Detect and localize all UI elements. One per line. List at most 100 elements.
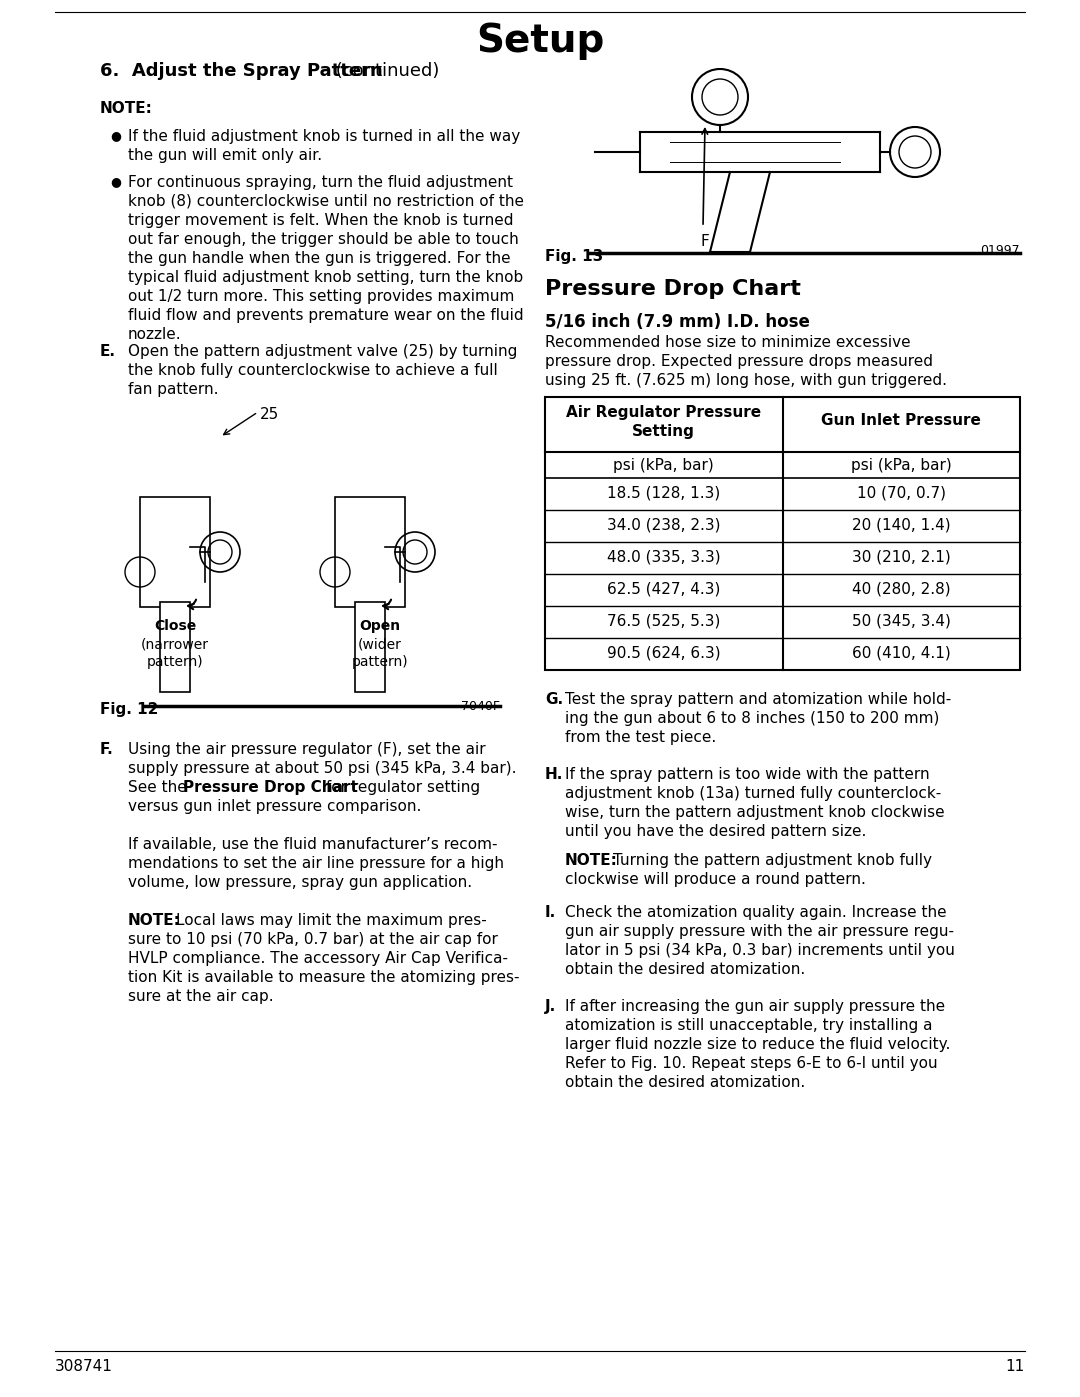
Text: atomization is still unacceptable, try installing a: atomization is still unacceptable, try i…	[565, 1018, 932, 1032]
Text: ●: ●	[110, 129, 121, 142]
Text: using 25 ft. (7.625 m) long hose, with gun triggered.: using 25 ft. (7.625 m) long hose, with g…	[545, 373, 947, 388]
Text: gun air supply pressure with the air pressure regu-: gun air supply pressure with the air pre…	[565, 923, 954, 939]
Text: knob (8) counterclockwise until no restriction of the: knob (8) counterclockwise until no restr…	[129, 194, 524, 210]
Text: 90.5 (624, 6.3): 90.5 (624, 6.3)	[607, 645, 720, 661]
Text: Refer to Fig. 10. Repeat steps 6-E to 6-I until you: Refer to Fig. 10. Repeat steps 6-E to 6-…	[565, 1056, 937, 1071]
Text: NOTE:: NOTE:	[100, 101, 153, 116]
Text: Setting: Setting	[632, 425, 696, 439]
Text: wise, turn the pattern adjustment knob clockwise: wise, turn the pattern adjustment knob c…	[565, 805, 945, 820]
Text: until you have the desired pattern size.: until you have the desired pattern size.	[565, 824, 866, 840]
Text: pressure drop. Expected pressure drops measured: pressure drop. Expected pressure drops m…	[545, 353, 933, 369]
Text: J.: J.	[545, 999, 556, 1014]
Text: fluid flow and prevents premature wear on the fluid: fluid flow and prevents premature wear o…	[129, 307, 524, 323]
Text: NOTE:: NOTE:	[129, 914, 180, 928]
Text: Gun Inlet Pressure: Gun Inlet Pressure	[821, 414, 982, 427]
Text: mendations to set the air line pressure for a high: mendations to set the air line pressure …	[129, 856, 504, 870]
Text: I.: I.	[545, 905, 556, 921]
Text: psi (kPa, bar): psi (kPa, bar)	[613, 458, 714, 474]
Text: For continuous spraying, turn the fluid adjustment: For continuous spraying, turn the fluid …	[129, 175, 513, 190]
Text: 01997: 01997	[981, 244, 1020, 257]
Text: 34.0 (238, 2.3): 34.0 (238, 2.3)	[607, 518, 720, 534]
Text: psi (kPa, bar): psi (kPa, bar)	[851, 458, 951, 474]
Text: 5/16 inch (7.9 mm) I.D. hose: 5/16 inch (7.9 mm) I.D. hose	[545, 313, 810, 331]
Text: larger fluid nozzle size to reduce the fluid velocity.: larger fluid nozzle size to reduce the f…	[565, 1037, 950, 1052]
Text: out 1/2 turn more. This setting provides maximum: out 1/2 turn more. This setting provides…	[129, 289, 514, 305]
Text: NOTE:: NOTE:	[565, 854, 618, 868]
Text: obtain the desired atomization.: obtain the desired atomization.	[565, 1076, 806, 1090]
Text: See the: See the	[129, 780, 191, 795]
Text: Pressure Drop Chart: Pressure Drop Chart	[545, 279, 801, 299]
Text: Fig. 12: Fig. 12	[100, 703, 159, 717]
Text: 6.  Adjust the Spray Pattern: 6. Adjust the Spray Pattern	[100, 61, 382, 80]
Text: (wider: (wider	[359, 637, 402, 651]
Bar	[545, 36, 1025, 251]
Text: lator in 5 psi (34 kPa, 0.3 bar) increments until you: lator in 5 psi (34 kPa, 0.3 bar) increme…	[565, 943, 955, 958]
Text: ●: ●	[110, 175, 121, 189]
Bar	[160, 602, 190, 692]
Text: tion Kit is available to measure the atomizing pres-: tion Kit is available to measure the ato…	[129, 970, 519, 985]
Text: out far enough, the trigger should be able to touch: out far enough, the trigger should be ab…	[129, 232, 518, 247]
Text: Pressure Drop Chart: Pressure Drop Chart	[183, 780, 357, 795]
Text: Check the atomization quality again. Increase the: Check the atomization quality again. Inc…	[565, 905, 947, 921]
Bar	[335, 497, 405, 608]
Text: the knob fully counterclockwise to achieve a full: the knob fully counterclockwise to achie…	[129, 363, 498, 379]
Text: pattern): pattern)	[352, 655, 408, 669]
Text: 62.5 (427, 4.3): 62.5 (427, 4.3)	[607, 583, 720, 597]
Text: clockwise will produce a round pattern.: clockwise will produce a round pattern.	[565, 872, 866, 887]
Text: Close: Close	[153, 619, 197, 633]
Text: Open: Open	[360, 619, 401, 633]
Text: trigger movement is felt. When the knob is turned: trigger movement is felt. When the knob …	[129, 212, 513, 228]
Text: 50 (345, 3.4): 50 (345, 3.4)	[852, 615, 950, 629]
Text: sure at the air cap.: sure at the air cap.	[129, 989, 273, 1004]
Text: 76.5 (525, 5.3): 76.5 (525, 5.3)	[607, 615, 720, 629]
Text: G.: G.	[545, 692, 563, 707]
Text: Setup: Setup	[476, 22, 604, 60]
Text: ing the gun about 6 to 8 inches (150 to 200 mm): ing the gun about 6 to 8 inches (150 to …	[565, 711, 940, 726]
Bar	[545, 397, 1020, 671]
Text: 30 (210, 2.1): 30 (210, 2.1)	[852, 550, 950, 564]
Text: (continued): (continued)	[330, 61, 440, 80]
Text: Open the pattern adjustment valve (25) by turning: Open the pattern adjustment valve (25) b…	[129, 344, 517, 359]
Text: versus gun inlet pressure comparison.: versus gun inlet pressure comparison.	[129, 799, 421, 814]
Text: pattern): pattern)	[147, 655, 203, 669]
Text: 308741: 308741	[55, 1359, 113, 1375]
Text: F.: F.	[100, 742, 113, 757]
Text: fan pattern.: fan pattern.	[129, 381, 218, 397]
Text: 18.5 (128, 1.3): 18.5 (128, 1.3)	[607, 486, 720, 502]
Text: adjustment knob (13a) turned fully counterclock-: adjustment knob (13a) turned fully count…	[565, 787, 942, 800]
Text: supply pressure at about 50 psi (345 kPa, 3.4 bar).: supply pressure at about 50 psi (345 kPa…	[129, 761, 516, 775]
Text: Test the spray pattern and atomization while hold-: Test the spray pattern and atomization w…	[565, 692, 951, 707]
Text: the gun handle when the gun is triggered. For the: the gun handle when the gun is triggered…	[129, 251, 511, 265]
Text: 60 (410, 4.1): 60 (410, 4.1)	[852, 645, 950, 661]
Text: If after increasing the gun air supply pressure the: If after increasing the gun air supply p…	[565, 999, 945, 1014]
Text: Using the air pressure regulator (F), set the air: Using the air pressure regulator (F), se…	[129, 742, 486, 757]
Text: 40 (280, 2.8): 40 (280, 2.8)	[852, 583, 950, 597]
Text: Air Regulator Pressure: Air Regulator Pressure	[566, 405, 761, 420]
Text: the gun will emit only air.: the gun will emit only air.	[129, 148, 322, 163]
Text: obtain the desired atomization.: obtain the desired atomization.	[565, 963, 806, 977]
Text: Local laws may limit the maximum pres-: Local laws may limit the maximum pres-	[176, 914, 487, 928]
Text: 20 (140, 1.4): 20 (140, 1.4)	[852, 518, 950, 534]
Text: Fig. 13: Fig. 13	[545, 249, 604, 264]
Text: nozzle.: nozzle.	[129, 327, 181, 342]
Text: 10 (70, 0.7): 10 (70, 0.7)	[856, 486, 946, 502]
Text: sure to 10 psi (70 kPa, 0.7 bar) at the air cap for: sure to 10 psi (70 kPa, 0.7 bar) at the …	[129, 932, 498, 947]
Text: (narrower: (narrower	[141, 637, 210, 651]
Text: Recommended hose size to minimize excessive: Recommended hose size to minimize excess…	[545, 335, 910, 351]
Bar	[355, 602, 384, 692]
Text: volume, low pressure, spray gun application.: volume, low pressure, spray gun applicat…	[129, 875, 472, 890]
Text: 11: 11	[1005, 1359, 1025, 1375]
Text: 7040F: 7040F	[461, 700, 500, 712]
Text: typical fluid adjustment knob setting, turn the knob: typical fluid adjustment knob setting, t…	[129, 270, 523, 285]
Text: If the spray pattern is too wide with the pattern: If the spray pattern is too wide with th…	[565, 767, 930, 782]
Bar	[140, 497, 210, 608]
Text: Turning the pattern adjustment knob fully: Turning the pattern adjustment knob full…	[613, 854, 932, 868]
Text: 25: 25	[260, 407, 280, 422]
Text: 48.0 (335, 3.3): 48.0 (335, 3.3)	[607, 550, 720, 564]
Text: If the fluid adjustment knob is turned in all the way: If the fluid adjustment knob is turned i…	[129, 129, 521, 144]
Text: H.: H.	[545, 767, 564, 782]
Text: F: F	[700, 235, 708, 249]
Text: for regulator setting: for regulator setting	[321, 780, 481, 795]
Text: HVLP compliance. The accessory Air Cap Verifica-: HVLP compliance. The accessory Air Cap V…	[129, 951, 508, 965]
Text: E.: E.	[100, 344, 116, 359]
